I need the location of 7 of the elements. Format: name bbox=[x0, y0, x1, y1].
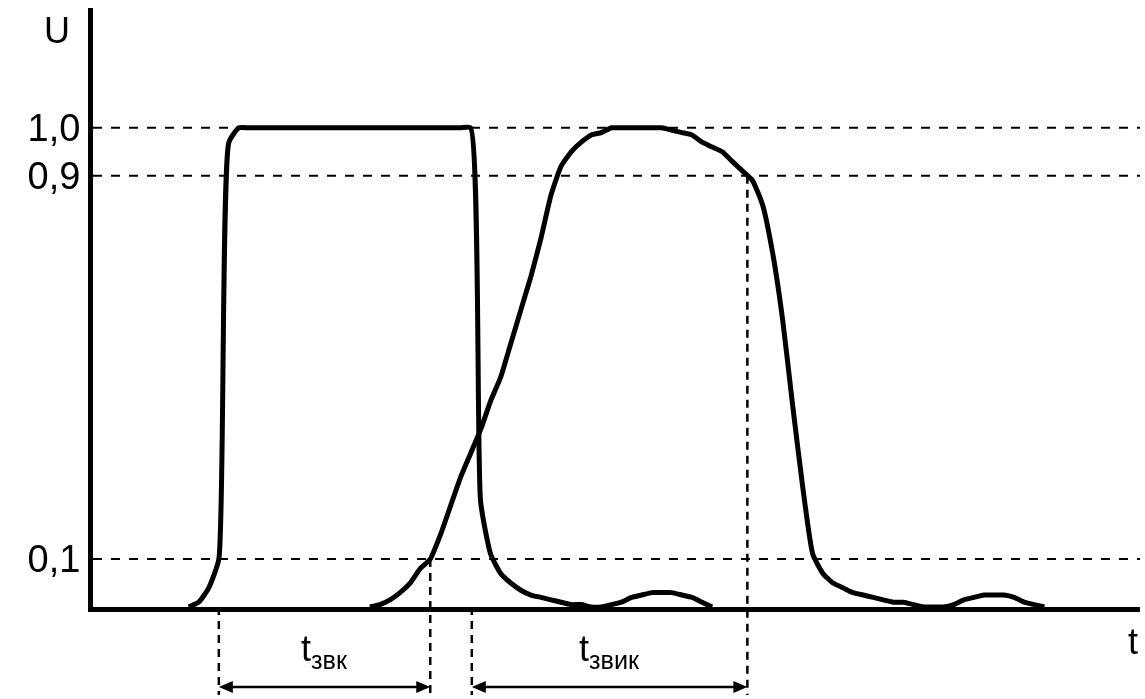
y-tick-label: 0,1 bbox=[27, 538, 81, 581]
text: t$_{звк}$ bbox=[301, 628, 348, 674]
text: t$_{звик}$ bbox=[579, 628, 641, 674]
x-axis-title: t bbox=[1128, 621, 1139, 662]
y-tick-label: 0,9 bbox=[27, 155, 81, 198]
y-tick-label: 1,0 bbox=[27, 107, 81, 150]
y-axis-title: U bbox=[44, 10, 70, 51]
